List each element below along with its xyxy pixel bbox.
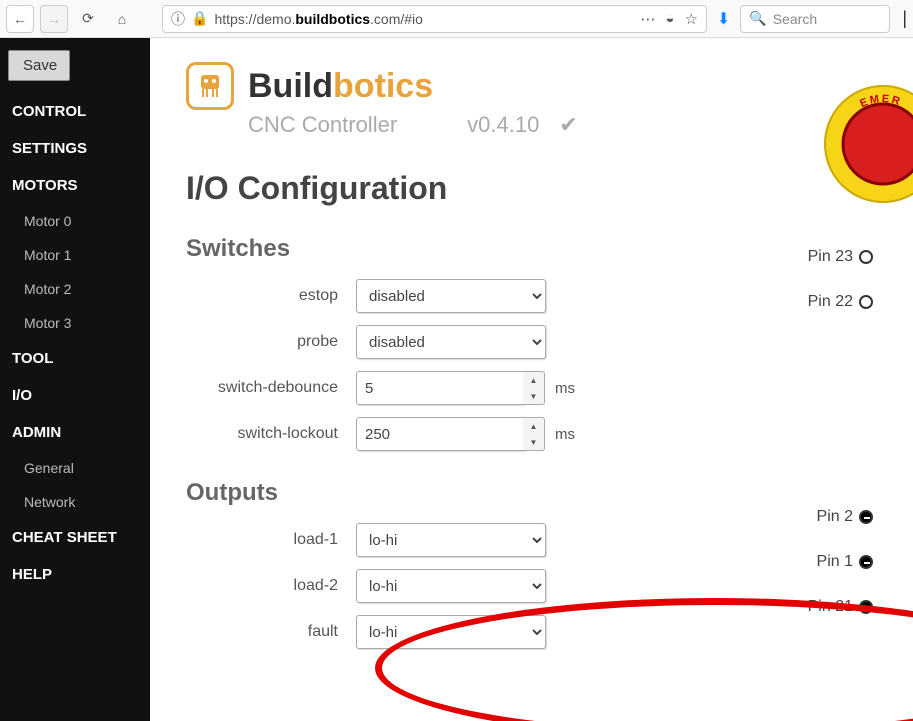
sidebar-item-motor-0[interactable]: Motor 0 (0, 204, 150, 238)
url-bar[interactable]: ⓘ 🔒 https://demo.buildbotics.com/#io ⋯ ◒… (162, 5, 707, 33)
url-text: https://demo.buildbotics.com/#io (214, 11, 423, 27)
sidebar-item-motor-1[interactable]: Motor 1 (0, 238, 150, 272)
input-switch-lockout[interactable] (356, 417, 526, 451)
unit-switch-lockout: ms (555, 426, 575, 443)
info-icon: ⓘ (171, 9, 185, 29)
label-probe: probe (186, 333, 356, 351)
pin-23: Pin 23 (808, 248, 873, 266)
select-estop[interactable]: disabled (356, 279, 546, 313)
spinner-switch-debounce[interactable]: ▲▼ (523, 371, 545, 405)
star-icon[interactable]: ☆ (684, 10, 697, 28)
row-probe: probedisabled (186, 325, 913, 359)
label-switch-debounce: switch-debounce (186, 379, 356, 397)
library-icon[interactable]: | (902, 8, 907, 29)
sidebar-item-i/o[interactable]: I/O (0, 377, 150, 414)
sidebar-item-motors[interactable]: MOTORS (0, 167, 150, 204)
row-load-1: load-1lo-hi (186, 523, 913, 557)
label-load-1: load-1 (186, 531, 356, 549)
row-load-2: load-2lo-hi (186, 569, 913, 603)
pin-2: Pin 2 (817, 508, 873, 526)
row-switch-debounce: switch-debounce ▲▼ ms (186, 371, 913, 405)
select-load-1[interactable]: lo-hi (356, 523, 546, 557)
sidebar-item-settings[interactable]: SETTINGS (0, 130, 150, 167)
search-bar[interactable]: 🔍 Search (740, 5, 890, 33)
switches-heading: Switches (186, 235, 913, 263)
label-estop: estop (186, 287, 356, 305)
input-switch-debounce[interactable] (356, 371, 526, 405)
main-content: Buildbotics CNC Controller v0.4.10 ✔ I/O… (150, 38, 913, 721)
logo-icon (186, 62, 234, 110)
label-load-2: load-2 (186, 577, 356, 595)
outputs-heading: Outputs (186, 479, 913, 507)
sidebar-item-cheat-sheet[interactable]: CHEAT SHEET (0, 519, 150, 556)
browser-toolbar: ← → ⟳ ⌂ ⓘ 🔒 https://demo.buildbotics.com… (0, 0, 913, 38)
download-icon[interactable]: ⬇ (717, 9, 730, 29)
version: v0.4.10 (467, 112, 539, 138)
search-icon: 🔍 (749, 10, 766, 27)
spinner-switch-lockout[interactable]: ▲▼ (523, 417, 545, 451)
emergency-stop-button[interactable]: EMER (823, 84, 913, 204)
sidebar-item-network[interactable]: Network (0, 485, 150, 519)
select-load-2[interactable]: lo-hi (356, 569, 546, 603)
check-icon: ✔ (559, 112, 577, 138)
reload-button[interactable]: ⟳ (74, 5, 102, 33)
brand-title: Buildbotics (248, 67, 433, 106)
sidebar-item-general[interactable]: General (0, 451, 150, 485)
sidebar-item-motor-3[interactable]: Motor 3 (0, 306, 150, 340)
sidebar: Save CONTROLSETTINGSMOTORSMotor 0Motor 1… (0, 38, 150, 721)
sidebar-item-tool[interactable]: TOOL (0, 340, 150, 377)
save-button[interactable]: Save (8, 50, 70, 81)
pin-21: Pin 21 (808, 598, 873, 616)
label-switch-lockout: switch-lockout (186, 425, 356, 443)
more-icon[interactable]: ⋯ (640, 10, 655, 28)
subtitle: CNC Controller (248, 112, 397, 138)
search-placeholder: Search (773, 11, 817, 27)
unit-switch-debounce: ms (555, 380, 575, 397)
select-probe[interactable]: disabled (356, 325, 546, 359)
sidebar-item-control[interactable]: CONTROL (0, 93, 150, 130)
sidebar-item-motor-2[interactable]: Motor 2 (0, 272, 150, 306)
select-fault[interactable]: lo-hi (356, 615, 546, 649)
forward-button[interactable]: → (40, 5, 68, 33)
back-button[interactable]: ← (6, 5, 34, 33)
sidebar-item-admin[interactable]: ADMIN (0, 414, 150, 451)
home-button[interactable]: ⌂ (108, 5, 136, 33)
row-switch-lockout: switch-lockout ▲▼ ms (186, 417, 913, 451)
page-title: I/O Configuration (186, 170, 913, 207)
pin-1: Pin 1 (817, 553, 873, 571)
sidebar-item-help[interactable]: HELP (0, 556, 150, 593)
row-estop: estopdisabled (186, 279, 913, 313)
lock-icon: 🔒 (191, 10, 208, 27)
row-fault: faultlo-hi (186, 615, 913, 649)
label-fault: fault (186, 623, 356, 641)
pin-22: Pin 22 (808, 293, 873, 311)
pocket-icon[interactable]: ◒ (665, 10, 674, 28)
